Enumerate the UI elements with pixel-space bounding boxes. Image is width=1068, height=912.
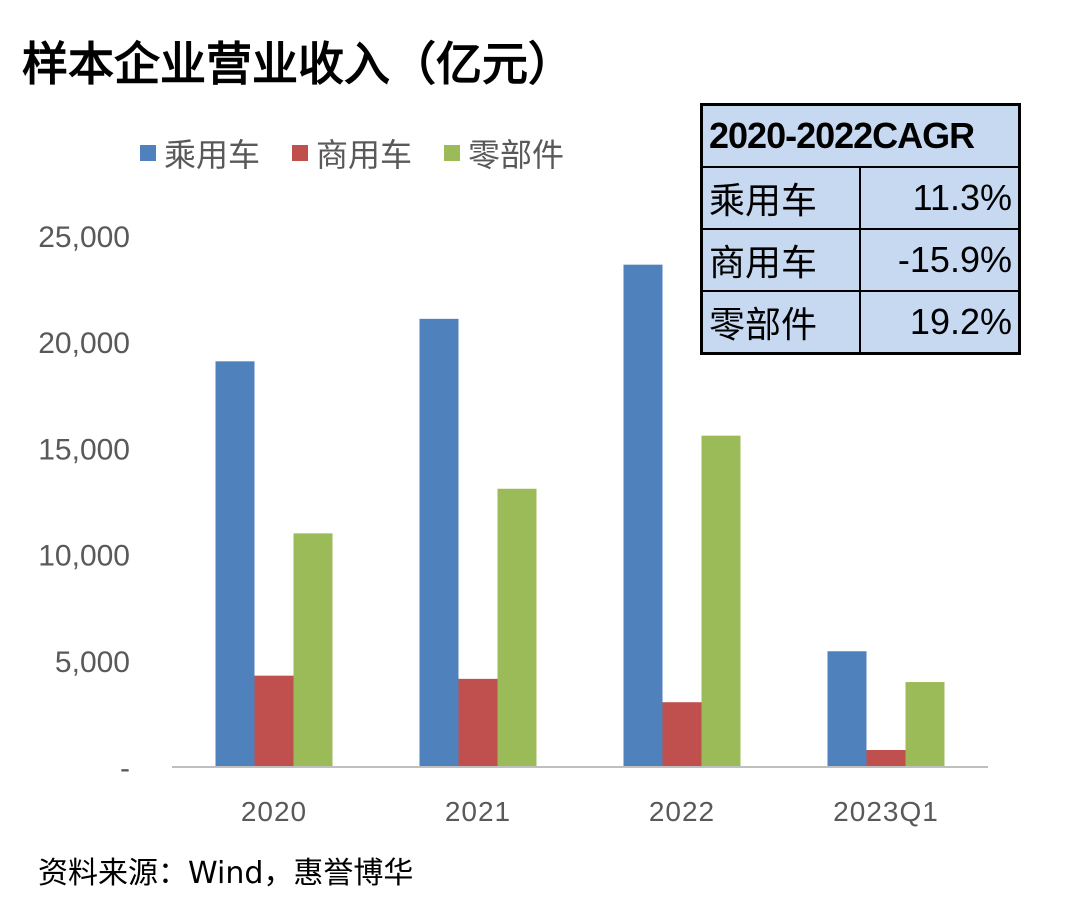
x-tick-label: 2022 [649,796,715,827]
x-tick-label: 2021 [445,796,511,827]
x-tick-label: 2023Q1 [833,796,939,827]
legend-label-commercial: 商用车 [316,136,413,174]
bar-零部件-2023Q1 [905,682,945,767]
y-tick-label: 10,000 [38,540,130,573]
cagr-table: 2020-2022CAGR 乘用车 11.3% 商用车 -15.9% 零部件 1… [700,103,1021,355]
source-note: 资料来源：Wind，惠誉博华 [38,856,414,891]
bar-零部件-2021 [497,488,537,767]
bar-零部件-2020 [293,533,333,767]
bar-乘用车-2020 [215,361,255,767]
legend-swatch-parts [444,145,461,161]
y-tick-label: - [120,752,130,785]
y-tick-label: 15,000 [38,433,130,466]
legend-swatch-commercial [292,145,309,161]
y-tick-label: 5,000 [55,646,130,679]
cagr-label-parts: 零部件 [700,290,861,355]
bar-商用车-2020 [254,675,294,767]
legend-label-passenger: 乘用车 [164,136,261,174]
cagr-header: 2020-2022CAGR [700,103,1021,168]
bar-零部件-2022 [701,435,741,767]
legend-label-parts: 零部件 [468,136,565,174]
legend: 乘用车 商用车 零部件 [140,130,564,176]
cagr-label-passenger: 乘用车 [700,166,861,230]
legend-item-parts: 零部件 [444,130,564,176]
x-tick-label: 2020 [241,796,307,827]
cagr-header-row: 2020-2022CAGR [700,103,1021,168]
legend-swatch-passenger [140,145,156,161]
cagr-label-commercial: 商用车 [700,228,861,292]
bar-商用车-2023Q1 [866,750,906,767]
chart-title: 样本企业营业收入（亿元） [22,37,574,91]
bar-乘用车-2022 [623,264,663,767]
bar-商用车-2022 [662,702,702,767]
cagr-row-passenger: 乘用车 11.3% [700,166,1021,230]
bar-乘用车-2023Q1 [827,651,867,767]
cagr-value-parts: 19.2% [859,290,1021,355]
legend-item-commercial: 商用车 [292,130,412,176]
cagr-value-commercial: -15.9% [859,228,1021,292]
cagr-row-parts: 零部件 19.2% [700,290,1021,355]
y-tick-label: 20,000 [38,327,130,360]
cagr-row-commercial: 商用车 -15.9% [700,228,1021,292]
bar-乘用车-2021 [419,318,459,767]
y-tick-label: 25,000 [38,221,130,254]
bar-商用车-2021 [458,678,498,767]
legend-item-passenger: 乘用车 [140,130,260,176]
cagr-value-passenger: 11.3% [859,166,1021,230]
